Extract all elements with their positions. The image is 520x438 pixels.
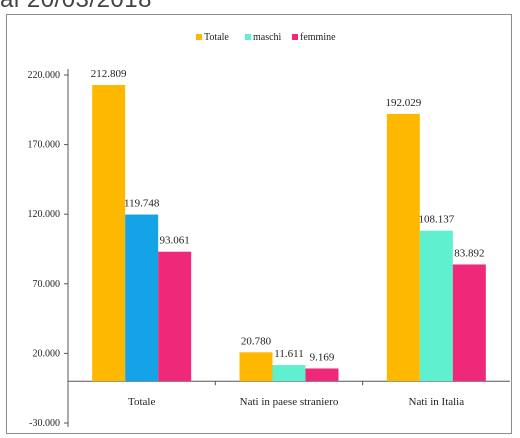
- y-tick-label: 170.000: [28, 140, 61, 151]
- legend-swatch-maschi: [245, 34, 251, 40]
- bar-totale-2: [239, 352, 273, 382]
- data-label: 83.892: [454, 247, 484, 259]
- category-label: Nati in Italia: [409, 396, 465, 408]
- data-label: 192.029: [385, 97, 421, 109]
- y-tick-label: 120.000: [28, 209, 61, 220]
- bar-totale-1: [92, 85, 126, 382]
- bar-maschi-3: [419, 230, 453, 382]
- y-tick-label: -30.000: [29, 418, 60, 429]
- bar-maschi-1: [125, 214, 159, 382]
- legend-swatch-totale: [196, 34, 202, 40]
- bar-femmine-3: [452, 264, 486, 382]
- category-label: Nati in paese straniero: [240, 396, 339, 408]
- legend-swatch-femmine: [292, 34, 298, 40]
- page-title-cut: al 20/03/2018: [0, 0, 152, 14]
- bar-maschi-2: [272, 365, 306, 382]
- y-tick-label: 20.000: [33, 348, 61, 359]
- data-label: 93.061: [160, 235, 190, 247]
- legend-label: maschi: [253, 32, 282, 43]
- data-label: 11.611: [274, 348, 303, 360]
- y-tick-label: 70.000: [33, 279, 61, 290]
- data-label: 108.137: [418, 214, 454, 226]
- bar-femmine-2: [305, 368, 339, 382]
- bar-femmine-1: [158, 251, 192, 382]
- y-tick-label: 220.000: [28, 70, 61, 81]
- data-label: 9.169: [310, 351, 335, 363]
- data-label: 119.748: [124, 198, 160, 210]
- data-label: 20.780: [241, 335, 272, 347]
- legend-label: femmine: [300, 32, 336, 43]
- category-label: Totale: [128, 396, 155, 408]
- legend-label: Totale: [204, 32, 229, 43]
- bar-totale-3: [386, 113, 420, 382]
- data-label: 212.809: [91, 68, 127, 80]
